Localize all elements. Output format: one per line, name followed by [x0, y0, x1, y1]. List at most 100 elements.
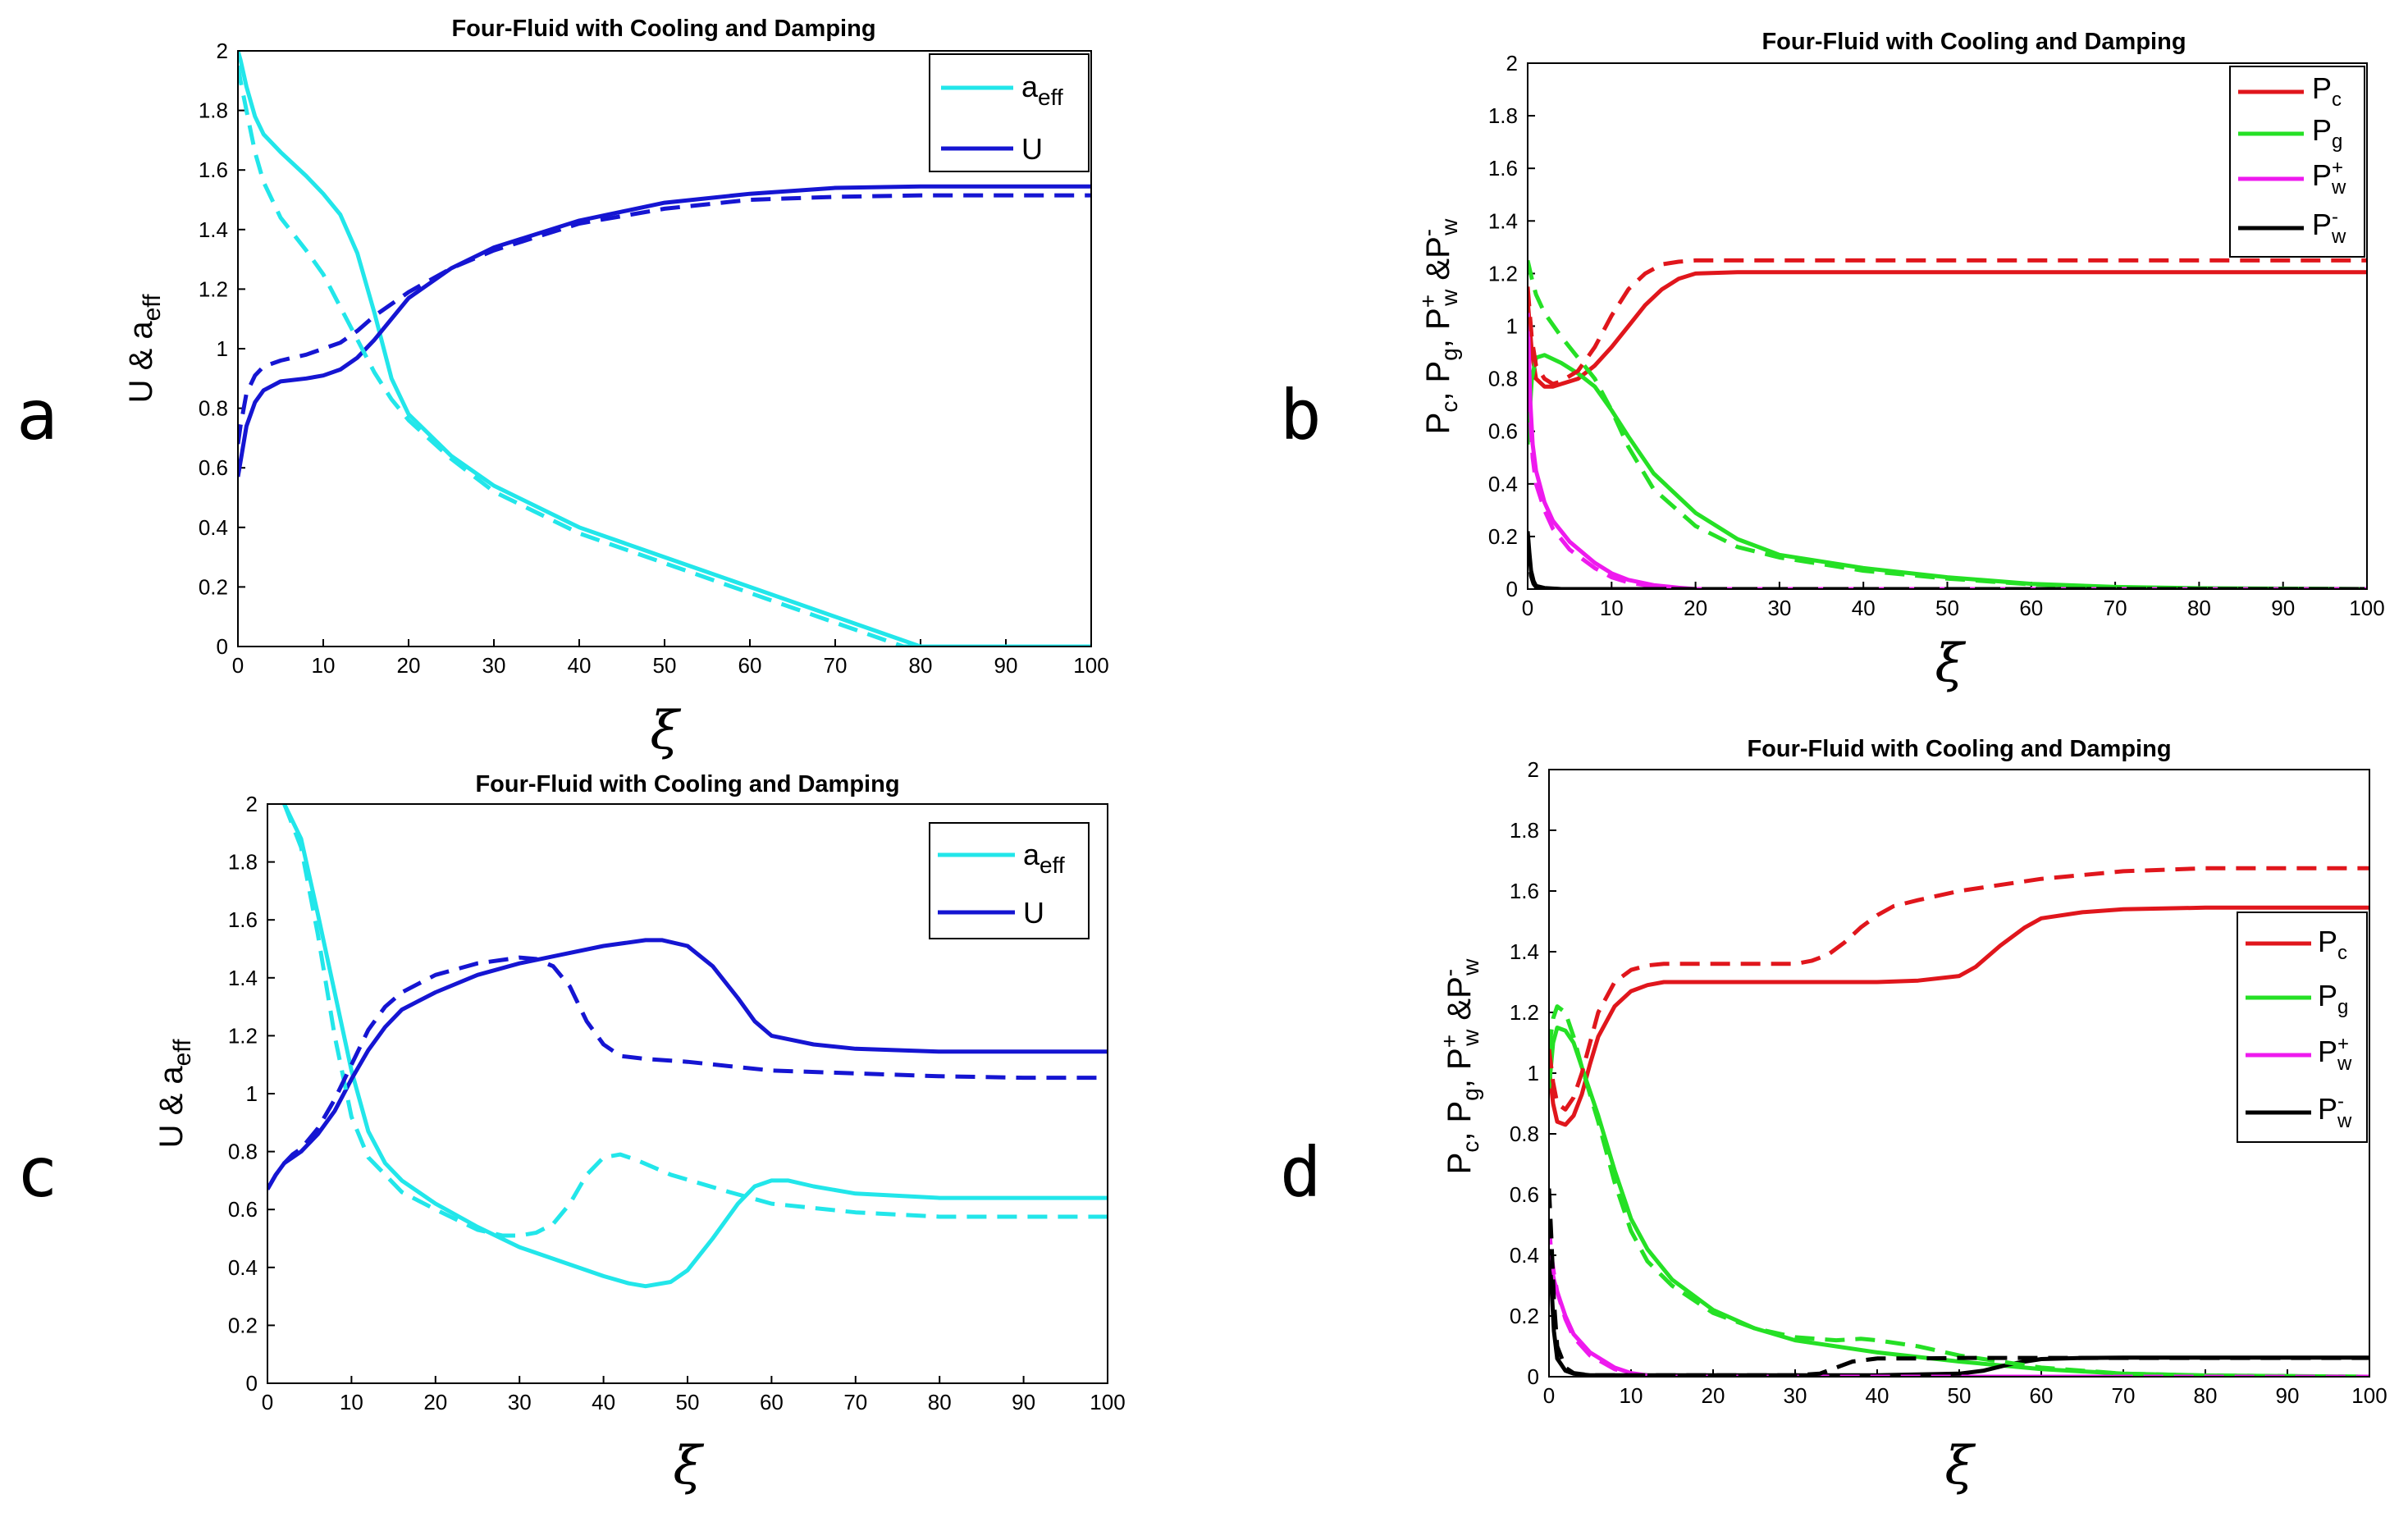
legend-d: Pc Pg P+ w P-w: [2237, 912, 2368, 1143]
y-tick-label-b: 0.8: [1488, 367, 1518, 391]
series-group-d: [1549, 866, 2369, 1377]
y-tick-label-b: 1: [1506, 314, 1518, 339]
x-tick-label-c: 0: [262, 1390, 273, 1414]
x-tick-label-d: 20: [1702, 1383, 1725, 1408]
panel-label-c: c: [16, 1132, 58, 1213]
panel-label-a: a: [16, 375, 58, 455]
y-tick-label-c: 0: [246, 1371, 258, 1396]
y-tick-label-b: 2: [1506, 51, 1518, 75]
chart-title-a: Four-Fluid with Cooling and Damping: [451, 16, 875, 42]
y-tick-label-a: 2: [217, 39, 228, 63]
y-tick-label-d: 2: [1528, 757, 1539, 782]
x-tick-label-c: 30: [508, 1390, 532, 1414]
y-tick-label-c: 0.2: [228, 1313, 258, 1337]
y-tick-label-c: 1: [246, 1081, 258, 1106]
y-tick-label-d: 0.2: [1510, 1304, 1539, 1328]
series-line-pwminus-dashed-d: [1549, 1188, 2369, 1377]
x-tick-label-b: 10: [1600, 596, 1624, 620]
y-tick-label-b: 1.4: [1488, 208, 1518, 233]
chart-title-b: Four-Fluid with Cooling and Damping: [1761, 29, 2186, 55]
x-axis-label-a: ξ: [650, 701, 681, 761]
panel-label-b: b: [1280, 375, 1322, 455]
legend-box-c: [929, 822, 1090, 939]
series-line-pc-solid-d: [1549, 905, 2369, 1127]
x-axis-label-d: ξ: [1944, 1436, 1976, 1496]
x-tick-label-d: 10: [1620, 1383, 1643, 1408]
x-tick-label-a: 30: [482, 653, 506, 678]
x-tick-label-d: 0: [1543, 1383, 1555, 1408]
x-tick-label-d: 40: [1866, 1383, 1889, 1408]
y-tick-label-d: 0.4: [1510, 1243, 1539, 1268]
y-axis-label-d: Pc, Pg, P+w &P-w: [1437, 958, 1483, 1174]
plot-frame-c: [267, 803, 1108, 1384]
y-tick-label-a: 1.4: [199, 217, 228, 242]
y-tick-label-b: 1.2: [1488, 261, 1518, 286]
x-tick-label-b: 90: [2271, 596, 2295, 620]
legend-item-u-c: U: [1023, 896, 1044, 930]
y-tick-label-a: 0.6: [199, 455, 228, 480]
x-tick-label-b: 20: [1684, 596, 1707, 620]
series-line-pc-solid-b: [1528, 270, 2367, 389]
legend-box-a: [929, 53, 1090, 172]
chart-title-d: Four-Fluid with Cooling and Damping: [1747, 736, 2171, 762]
series-line-pwplus-solid-b: [1528, 313, 2367, 589]
y-tick-label-c: 0.4: [228, 1255, 258, 1280]
x-tick-label-a: 0: [232, 653, 244, 678]
plot-frame-d: [1548, 769, 2370, 1378]
y-tick-label-a: 1.2: [199, 276, 228, 301]
x-tick-label-b: 0: [1522, 596, 1533, 620]
y-tick-label-d: 0: [1528, 1364, 1539, 1389]
y-axis-label-a: U & aeff: [123, 294, 166, 404]
x-tick-label-d: 90: [2276, 1383, 2300, 1408]
x-tick-label-d: 100: [2351, 1383, 2387, 1408]
panel-a: a Four-Fluid with Cooling and Damping 0 1…: [16, 16, 1109, 761]
plot-frame-b: [1527, 62, 2368, 590]
x-tick-label-b: 80: [2187, 596, 2211, 620]
y-tick-label-d: 1.6: [1510, 879, 1539, 903]
series-line-aeff-solid-a: [238, 51, 1091, 647]
x-tick-label-a: 50: [653, 653, 677, 678]
x-tick-label-d: 50: [1948, 1383, 1972, 1408]
y-tick-label-d: 1.8: [1510, 818, 1539, 843]
x-tick-label-a: 70: [824, 653, 848, 678]
y-tick-label-c: 1.8: [228, 850, 258, 875]
y-tick-label-b: 1.8: [1488, 103, 1518, 128]
x-tick-label-c: 10: [340, 1390, 363, 1414]
y-tick-label-c: 1.2: [228, 1023, 258, 1048]
panel-b: b Four-Fluid with Cooling and Damping 0 1…: [1280, 29, 2385, 694]
x-tick-label-b: 70: [2104, 596, 2127, 620]
plot-frame-a: [237, 50, 1092, 647]
x-tick-label-d: 80: [2194, 1383, 2218, 1408]
legend-item-u-a: U: [1021, 132, 1043, 166]
series-line-u-dashed-a: [238, 193, 1091, 445]
x-tick-label-b: 50: [1935, 596, 1959, 620]
series-line-pg-dashed-d: [1549, 1004, 2369, 1377]
y-tick-label-c: 1.6: [228, 907, 258, 932]
series-line-pc-dashed-b: [1528, 258, 2367, 386]
x-tick-label-a: 90: [994, 653, 1018, 678]
series-line-aeff-solid-c: [282, 804, 1108, 1289]
chart-title-c: Four-Fluid with Cooling and Damping: [475, 771, 899, 797]
legend-item-pwplus-b: P+ w: [2312, 157, 2346, 199]
x-tick-label-a: 80: [909, 653, 933, 678]
y-tick-label-b: 0: [1506, 577, 1518, 601]
x-tick-label-c: 40: [592, 1390, 615, 1414]
x-tick-label-a: 10: [312, 653, 336, 678]
y-tick-label-b: 1.6: [1488, 156, 1518, 180]
y-axis-label-b: Pc, Pg, P+w &P-w: [1415, 218, 1462, 434]
y-tick-label-c: 2: [246, 792, 258, 816]
y-tick-label-a: 0.2: [199, 574, 228, 599]
series-line-pc-dashed-d: [1549, 866, 2369, 1112]
x-tick-label-b: 100: [2349, 596, 2384, 620]
x-tick-label-c: 80: [928, 1390, 952, 1414]
x-tick-label-a: 100: [1073, 653, 1108, 678]
y-axis-label-c: U & aeff: [153, 1039, 196, 1149]
x-axis-label-b: ξ: [1935, 633, 1966, 694]
series-line-u-solid-c: [267, 938, 1108, 1190]
panel-label-d: d: [1280, 1132, 1322, 1213]
axes-b: 0 10 20 30 40 50 60 70 80 90 100 0 0.2 0.4 0.6 0.8 1 1.2 1…: [1488, 51, 2385, 620]
series-group-a: [238, 51, 1091, 647]
legend-b: Pc Pg P+ w P-w: [2229, 66, 2365, 258]
y-tick-label-a: 1.6: [199, 158, 228, 182]
